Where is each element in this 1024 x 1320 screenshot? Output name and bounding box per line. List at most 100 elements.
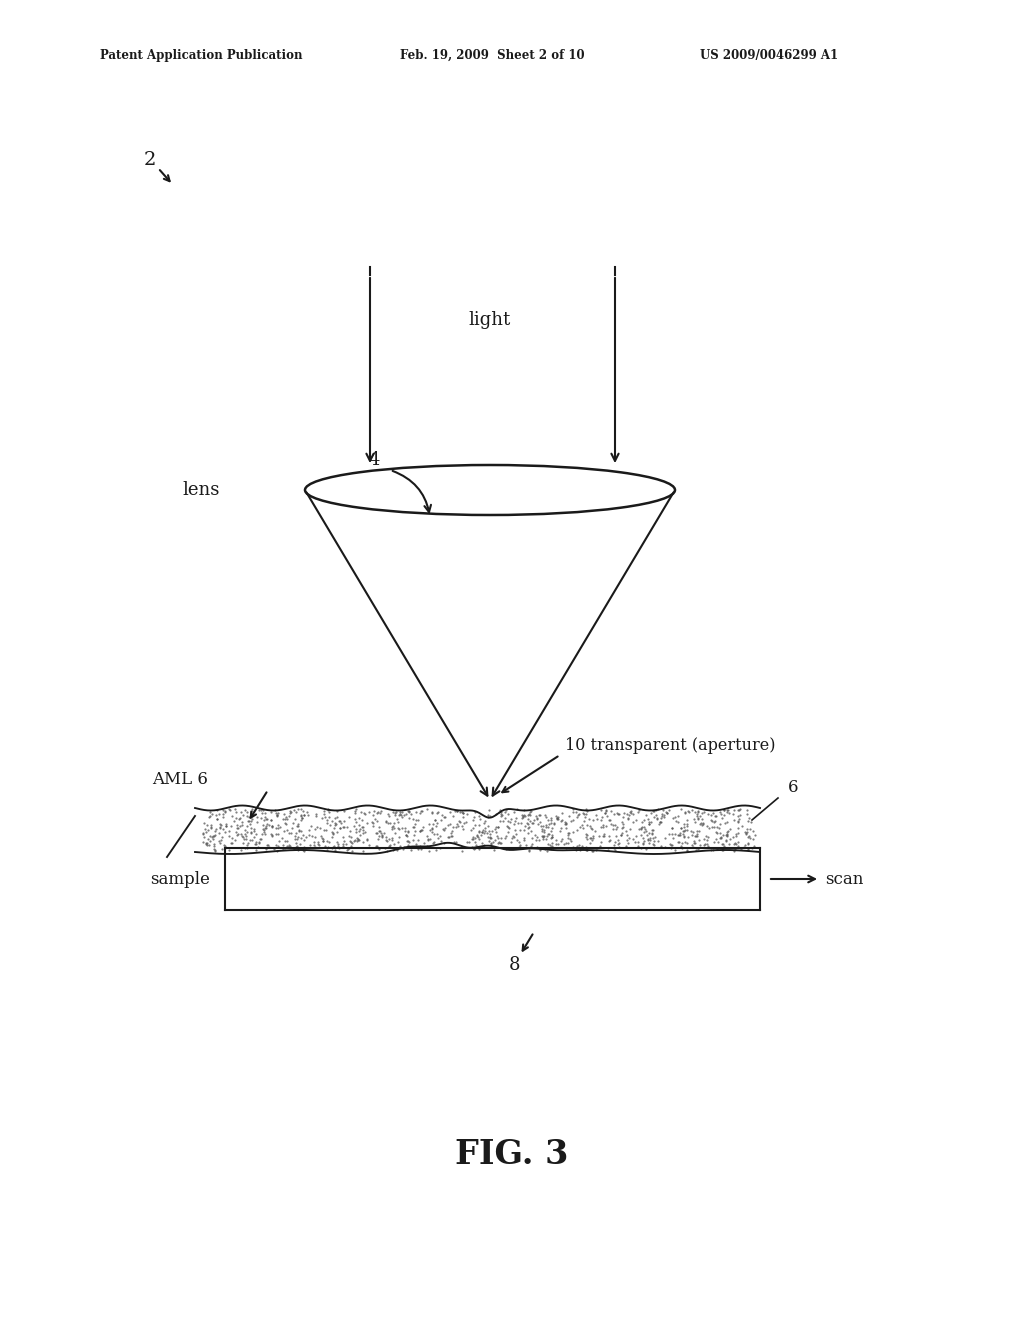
Point <box>739 840 756 861</box>
Point <box>225 810 242 832</box>
Point <box>605 834 622 855</box>
Point <box>690 829 707 850</box>
Point <box>673 818 689 840</box>
Point <box>634 817 650 838</box>
Point <box>294 808 310 829</box>
Point <box>649 830 666 851</box>
Point <box>343 826 359 847</box>
Point <box>582 832 598 853</box>
Point <box>332 810 348 832</box>
Point <box>413 820 429 841</box>
Point <box>535 816 551 837</box>
Ellipse shape <box>305 465 675 515</box>
Point <box>703 810 720 832</box>
Point <box>564 801 581 822</box>
Point <box>329 807 345 828</box>
Point <box>478 822 495 843</box>
Point <box>335 836 351 857</box>
Point <box>697 825 714 846</box>
Point <box>328 813 344 834</box>
Point <box>214 840 230 861</box>
Point <box>707 817 723 838</box>
Point <box>691 813 708 834</box>
Point <box>336 817 352 838</box>
Point <box>295 804 311 825</box>
Point <box>435 833 452 854</box>
Point <box>427 809 443 830</box>
Point <box>348 828 365 849</box>
Point <box>316 820 333 841</box>
Point <box>735 837 752 858</box>
Point <box>293 820 309 841</box>
Point <box>348 821 365 842</box>
Point <box>269 805 286 826</box>
Point <box>682 820 698 841</box>
Point <box>689 825 706 846</box>
Point <box>549 807 565 828</box>
Point <box>447 832 464 853</box>
Point <box>275 838 292 859</box>
Point <box>541 813 557 834</box>
Point <box>653 805 670 826</box>
Point <box>345 830 361 851</box>
Point <box>442 826 459 847</box>
Point <box>640 809 656 830</box>
Point <box>467 832 483 853</box>
Point <box>646 807 663 828</box>
Point <box>440 826 457 847</box>
Point <box>492 810 508 832</box>
Point <box>255 814 271 836</box>
Point <box>465 818 481 840</box>
Point <box>229 814 246 836</box>
Point <box>390 818 407 840</box>
Point <box>318 813 335 834</box>
Point <box>327 807 343 828</box>
Point <box>727 838 743 859</box>
Point <box>544 817 560 838</box>
Point <box>643 820 659 841</box>
Point <box>356 804 373 825</box>
Point <box>467 814 483 836</box>
Point <box>223 833 240 854</box>
Point <box>550 834 566 855</box>
Point <box>232 840 249 861</box>
Point <box>429 813 445 834</box>
Point <box>671 824 687 845</box>
Point <box>246 821 262 842</box>
Point <box>249 807 265 828</box>
Point <box>398 804 415 825</box>
Point <box>507 820 523 841</box>
Point <box>470 821 486 842</box>
Point <box>709 817 725 838</box>
Point <box>384 818 400 840</box>
Point <box>444 805 461 826</box>
Point <box>238 826 254 847</box>
Point <box>579 840 595 861</box>
Point <box>676 825 692 846</box>
Point <box>528 829 545 850</box>
Point <box>430 801 446 822</box>
Point <box>429 828 445 849</box>
Point <box>635 833 651 854</box>
Point <box>540 817 556 838</box>
Point <box>568 801 585 822</box>
Point <box>229 817 246 838</box>
Point <box>369 822 385 843</box>
Point <box>257 808 273 829</box>
Point <box>248 824 264 845</box>
Point <box>370 801 386 822</box>
Point <box>511 837 527 858</box>
Point <box>695 813 712 834</box>
Point <box>276 830 293 851</box>
Point <box>482 805 499 826</box>
Point <box>686 833 702 854</box>
Point <box>490 816 507 837</box>
Point <box>530 813 547 834</box>
Point <box>557 837 573 858</box>
Point <box>745 836 762 857</box>
Point <box>543 820 559 841</box>
Point <box>434 818 451 840</box>
Point <box>410 838 426 859</box>
Point <box>360 834 377 855</box>
Point <box>569 820 586 841</box>
